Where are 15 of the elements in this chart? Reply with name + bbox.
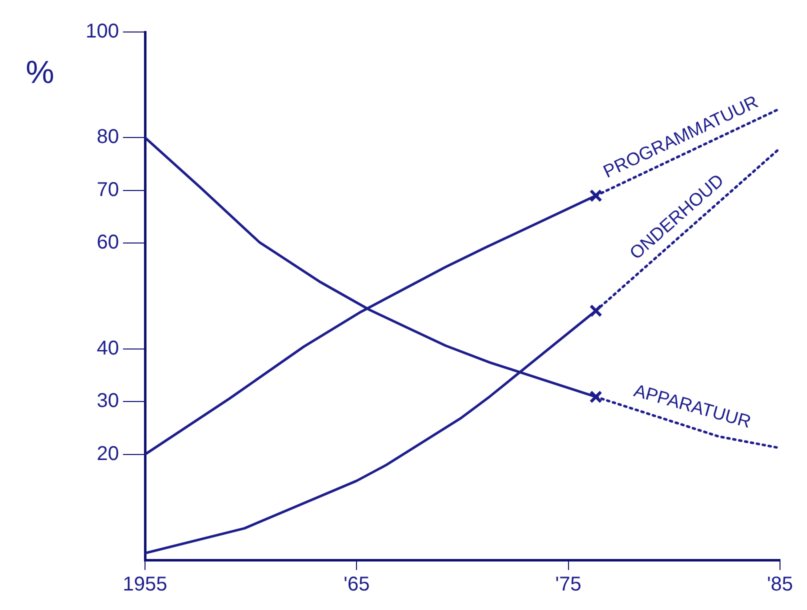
point bbox=[589, 189, 602, 202]
x-tick-label: '75 bbox=[555, 574, 582, 596]
y-tick-label: 40 bbox=[96, 337, 119, 360]
x-tick-label: 1955 bbox=[122, 574, 168, 596]
x-tick-label: '65 bbox=[344, 574, 370, 596]
y-axis-title: % bbox=[26, 54, 54, 90]
point bbox=[589, 390, 602, 404]
x-tick-label: '85 bbox=[766, 574, 794, 596]
y-tick-label: 100 bbox=[86, 20, 119, 43]
point bbox=[589, 304, 602, 318]
y-tick-label: 70 bbox=[96, 178, 119, 201]
y-tick-label: 20 bbox=[96, 442, 119, 465]
y-tick-label: 60 bbox=[96, 232, 119, 254]
y-tick-label: 30 bbox=[96, 390, 119, 412]
y-tick-label: 80 bbox=[96, 126, 119, 148]
